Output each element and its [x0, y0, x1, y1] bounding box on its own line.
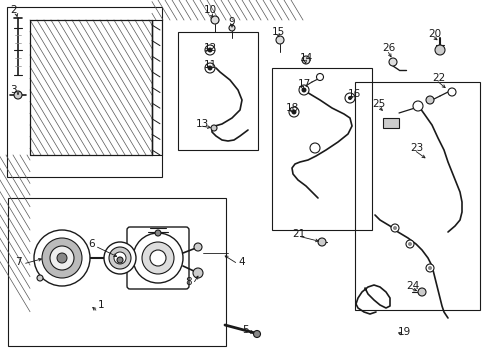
- Circle shape: [289, 107, 299, 117]
- Circle shape: [435, 45, 445, 55]
- Ellipse shape: [129, 253, 135, 262]
- Circle shape: [205, 45, 215, 55]
- Circle shape: [194, 243, 202, 251]
- Circle shape: [150, 250, 166, 266]
- Text: 26: 26: [382, 43, 395, 53]
- Circle shape: [301, 87, 307, 93]
- Text: 8: 8: [185, 277, 192, 287]
- Text: 1: 1: [98, 300, 105, 310]
- Bar: [178, 32, 258, 150]
- Circle shape: [408, 242, 412, 246]
- Text: 11: 11: [204, 60, 217, 70]
- Circle shape: [406, 240, 414, 248]
- Text: 18: 18: [286, 103, 299, 113]
- Text: 7: 7: [15, 257, 22, 267]
- Circle shape: [426, 96, 434, 104]
- Circle shape: [57, 253, 67, 263]
- Text: 24: 24: [406, 281, 419, 291]
- Circle shape: [133, 233, 183, 283]
- Circle shape: [426, 264, 434, 272]
- Text: 17: 17: [298, 79, 311, 89]
- Circle shape: [393, 226, 397, 230]
- Circle shape: [310, 143, 320, 153]
- Circle shape: [142, 242, 174, 274]
- Circle shape: [207, 66, 213, 71]
- Circle shape: [37, 275, 43, 281]
- Circle shape: [104, 242, 136, 274]
- Text: 13: 13: [196, 119, 209, 129]
- Bar: [383, 118, 399, 128]
- Text: 16: 16: [348, 89, 361, 99]
- Circle shape: [117, 257, 123, 263]
- Text: 10: 10: [204, 5, 217, 15]
- Text: 12: 12: [204, 43, 217, 53]
- Circle shape: [292, 109, 296, 114]
- Text: 19: 19: [398, 327, 411, 337]
- Circle shape: [418, 288, 426, 296]
- FancyBboxPatch shape: [127, 227, 189, 289]
- Circle shape: [276, 36, 284, 44]
- Circle shape: [109, 247, 131, 269]
- Bar: [7, 7, 162, 177]
- Circle shape: [155, 230, 161, 236]
- Circle shape: [253, 330, 261, 338]
- Circle shape: [317, 73, 323, 81]
- Text: 14: 14: [300, 53, 313, 63]
- Bar: [355, 82, 480, 310]
- Circle shape: [211, 16, 219, 24]
- Circle shape: [302, 56, 310, 64]
- Text: 20: 20: [428, 29, 441, 39]
- Circle shape: [211, 125, 217, 131]
- Text: 2: 2: [10, 5, 17, 15]
- Circle shape: [14, 91, 22, 99]
- Circle shape: [50, 246, 74, 270]
- Circle shape: [318, 238, 326, 246]
- Text: 6: 6: [88, 239, 95, 249]
- Text: 4: 4: [238, 257, 245, 267]
- Circle shape: [413, 101, 423, 111]
- Text: 15: 15: [272, 27, 285, 37]
- Text: 5: 5: [242, 325, 248, 335]
- Text: 9: 9: [228, 17, 235, 27]
- Circle shape: [42, 238, 82, 278]
- Circle shape: [448, 88, 456, 96]
- Circle shape: [193, 268, 203, 278]
- Text: 21: 21: [292, 229, 305, 239]
- Circle shape: [345, 93, 355, 103]
- Circle shape: [299, 85, 309, 95]
- Circle shape: [391, 224, 399, 232]
- Circle shape: [229, 25, 235, 31]
- Circle shape: [389, 58, 397, 66]
- Circle shape: [114, 252, 126, 264]
- Circle shape: [428, 266, 432, 270]
- Ellipse shape: [136, 253, 142, 262]
- Text: 25: 25: [372, 99, 385, 109]
- Circle shape: [205, 63, 215, 73]
- Bar: [272, 68, 372, 230]
- Text: 3: 3: [10, 85, 17, 95]
- Bar: [8, 198, 226, 346]
- Text: 23: 23: [410, 143, 423, 153]
- Text: 22: 22: [432, 73, 445, 83]
- Circle shape: [348, 96, 352, 100]
- Circle shape: [34, 230, 90, 286]
- Circle shape: [207, 48, 213, 53]
